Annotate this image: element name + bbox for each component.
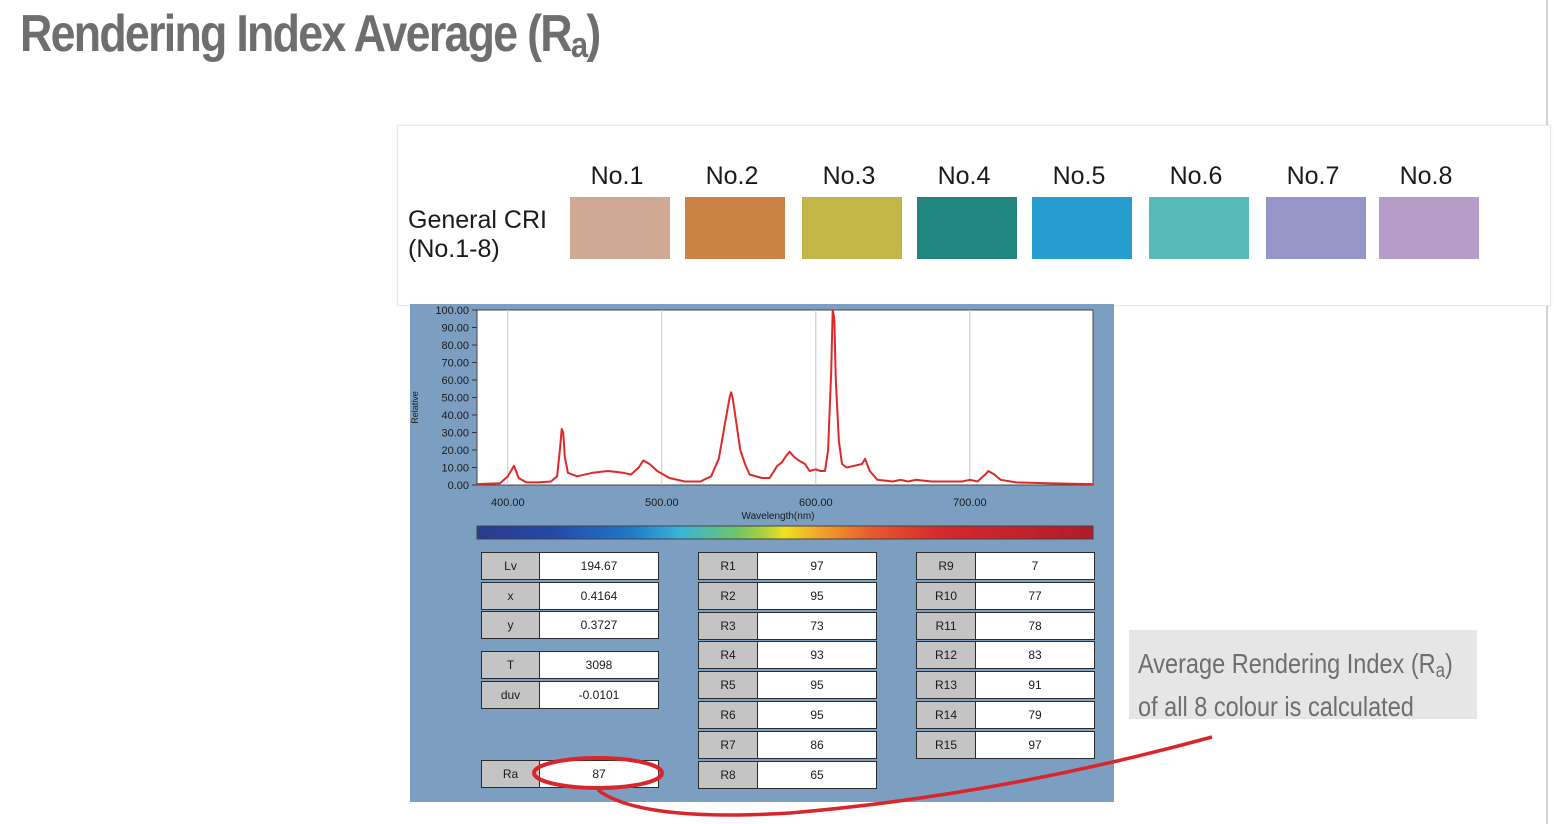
metric-value-t: 3098 (539, 651, 659, 679)
cri-value-r10: 77 (975, 581, 1095, 610)
swatch-label-1: No.1 (590, 162, 644, 190)
spectrum-chart: 400.00 500.00 600.00 700.00 0.00 10.00 20.00 30… (410, 305, 1094, 540)
swatch-label-2: No.2 (705, 162, 759, 190)
cri-label-r8: R8 (698, 760, 758, 789)
color-swatch-2 (685, 197, 785, 259)
color-swatch-1 (570, 197, 670, 259)
y-tick-label: 10.00 (441, 463, 469, 475)
general-cri-label: General CRI (No.1-8) (408, 206, 547, 263)
cri-label-r15: R15 (916, 730, 976, 759)
cri-label-r7: R7 (698, 730, 758, 759)
cri-value-r15: 97 (975, 730, 1095, 759)
cri-label-r9: R9 (916, 552, 976, 580)
cri-value-r12: 83 (975, 641, 1095, 670)
page-title: Rendering Index Average (Ra) (20, 5, 601, 65)
cri-value-r2: 95 (757, 581, 877, 610)
cri-value-r5: 95 (757, 671, 877, 700)
swatch-label-8: No.8 (1399, 162, 1453, 190)
x-tick-label: 400.00 (491, 497, 525, 509)
metric-value-duv: -0.0101 (539, 681, 659, 709)
swatch-label-5: No.5 (1052, 162, 1106, 190)
metric-value-y: 0.3727 (539, 611, 659, 639)
cri-label-r11: R11 (916, 611, 976, 640)
cri-value-r11: 78 (975, 611, 1095, 640)
metric-value-lv: 194.67 (539, 552, 659, 580)
metric-label-t: T (481, 651, 540, 679)
y-tick-label: 40.00 (441, 410, 469, 422)
cri-value-r9: 7 (975, 552, 1095, 580)
callout-box: Average Rendering Index (Ra) of all 8 co… (1129, 630, 1477, 722)
cri-value-r13: 91 (975, 671, 1095, 700)
y-tick-label: 70.00 (441, 358, 469, 370)
metric-value-ra: 87 (539, 760, 659, 788)
metric-value-x: 0.4164 (539, 582, 659, 610)
cri-label-r13: R13 (916, 671, 976, 700)
color-swatch-6 (1149, 197, 1249, 259)
cri-value-r6: 95 (757, 701, 877, 729)
swatch-label-4: No.4 (937, 162, 991, 190)
cri-label-r6: R6 (698, 701, 758, 729)
y-tick-label: 20.00 (441, 445, 469, 457)
x-tick-label: 700.00 (953, 497, 987, 509)
cri-value-r3: 73 (757, 611, 877, 640)
right-divider (1546, 0, 1548, 824)
cri-value-r7: 86 (757, 730, 877, 759)
y-tick-label: 90.00 (441, 323, 469, 335)
color-swatch-4 (917, 197, 1017, 259)
x-tick-label: 600.00 (799, 497, 833, 509)
y-tick-label: 50.00 (441, 393, 469, 405)
cri-label-r3: R3 (698, 611, 758, 640)
y-tick-label: 0.00 (448, 480, 469, 492)
swatch-label-3: No.3 (822, 162, 876, 190)
y-tick-label: 30.00 (441, 428, 469, 440)
color-swatch-7 (1266, 197, 1366, 259)
cri-value-r14: 79 (975, 701, 1095, 729)
color-swatch-5 (1032, 197, 1132, 259)
cri-value-r8: 65 (757, 760, 877, 789)
x-axis-label: Wavelength(nm) (742, 511, 815, 522)
spectrum-instrument-panel: 400.00 500.00 600.00 700.00 0.00 10.00 20.00 30… (410, 304, 1114, 802)
color-swatch-8 (1379, 197, 1479, 259)
general-cri-panel: General CRI (No.1-8) No.1 No.2 No.3 No.4 No.… (397, 125, 1551, 306)
x-tick-label: 500.00 (645, 497, 679, 509)
spectrum-series-line (476, 309, 1094, 486)
metric-label-y: y (481, 611, 540, 639)
cri-label-r5: R5 (698, 671, 758, 700)
metric-label-ra: Ra (481, 760, 540, 788)
metric-label-duv: duv (481, 681, 540, 709)
y-tick-label: 100.00 (435, 305, 469, 317)
swatch-label-6: No.6 (1169, 162, 1223, 190)
cri-value-r4: 93 (757, 641, 877, 670)
metric-label-x: x (481, 582, 540, 610)
cri-label-r10: R10 (916, 581, 976, 610)
y-tick-label: 80.00 (441, 340, 469, 352)
cri-label-r2: R2 (698, 581, 758, 610)
callout-text: Average Rendering Index (Ra) of all 8 co… (1138, 648, 1453, 722)
swatch-label-7: No.7 (1286, 162, 1340, 190)
cri-label-r12: R12 (916, 641, 976, 670)
metric-label-lv: Lv (481, 552, 540, 580)
cri-label-r4: R4 (698, 641, 758, 670)
cri-value-r1: 97 (757, 552, 877, 580)
y-tick-label: 60.00 (441, 375, 469, 387)
color-swatch-3 (802, 197, 902, 259)
y-axis-label: Relative (410, 391, 420, 424)
cri-label-r1: R1 (698, 552, 758, 580)
wavelength-color-bar (476, 525, 1094, 540)
cri-label-r14: R14 (916, 701, 976, 729)
